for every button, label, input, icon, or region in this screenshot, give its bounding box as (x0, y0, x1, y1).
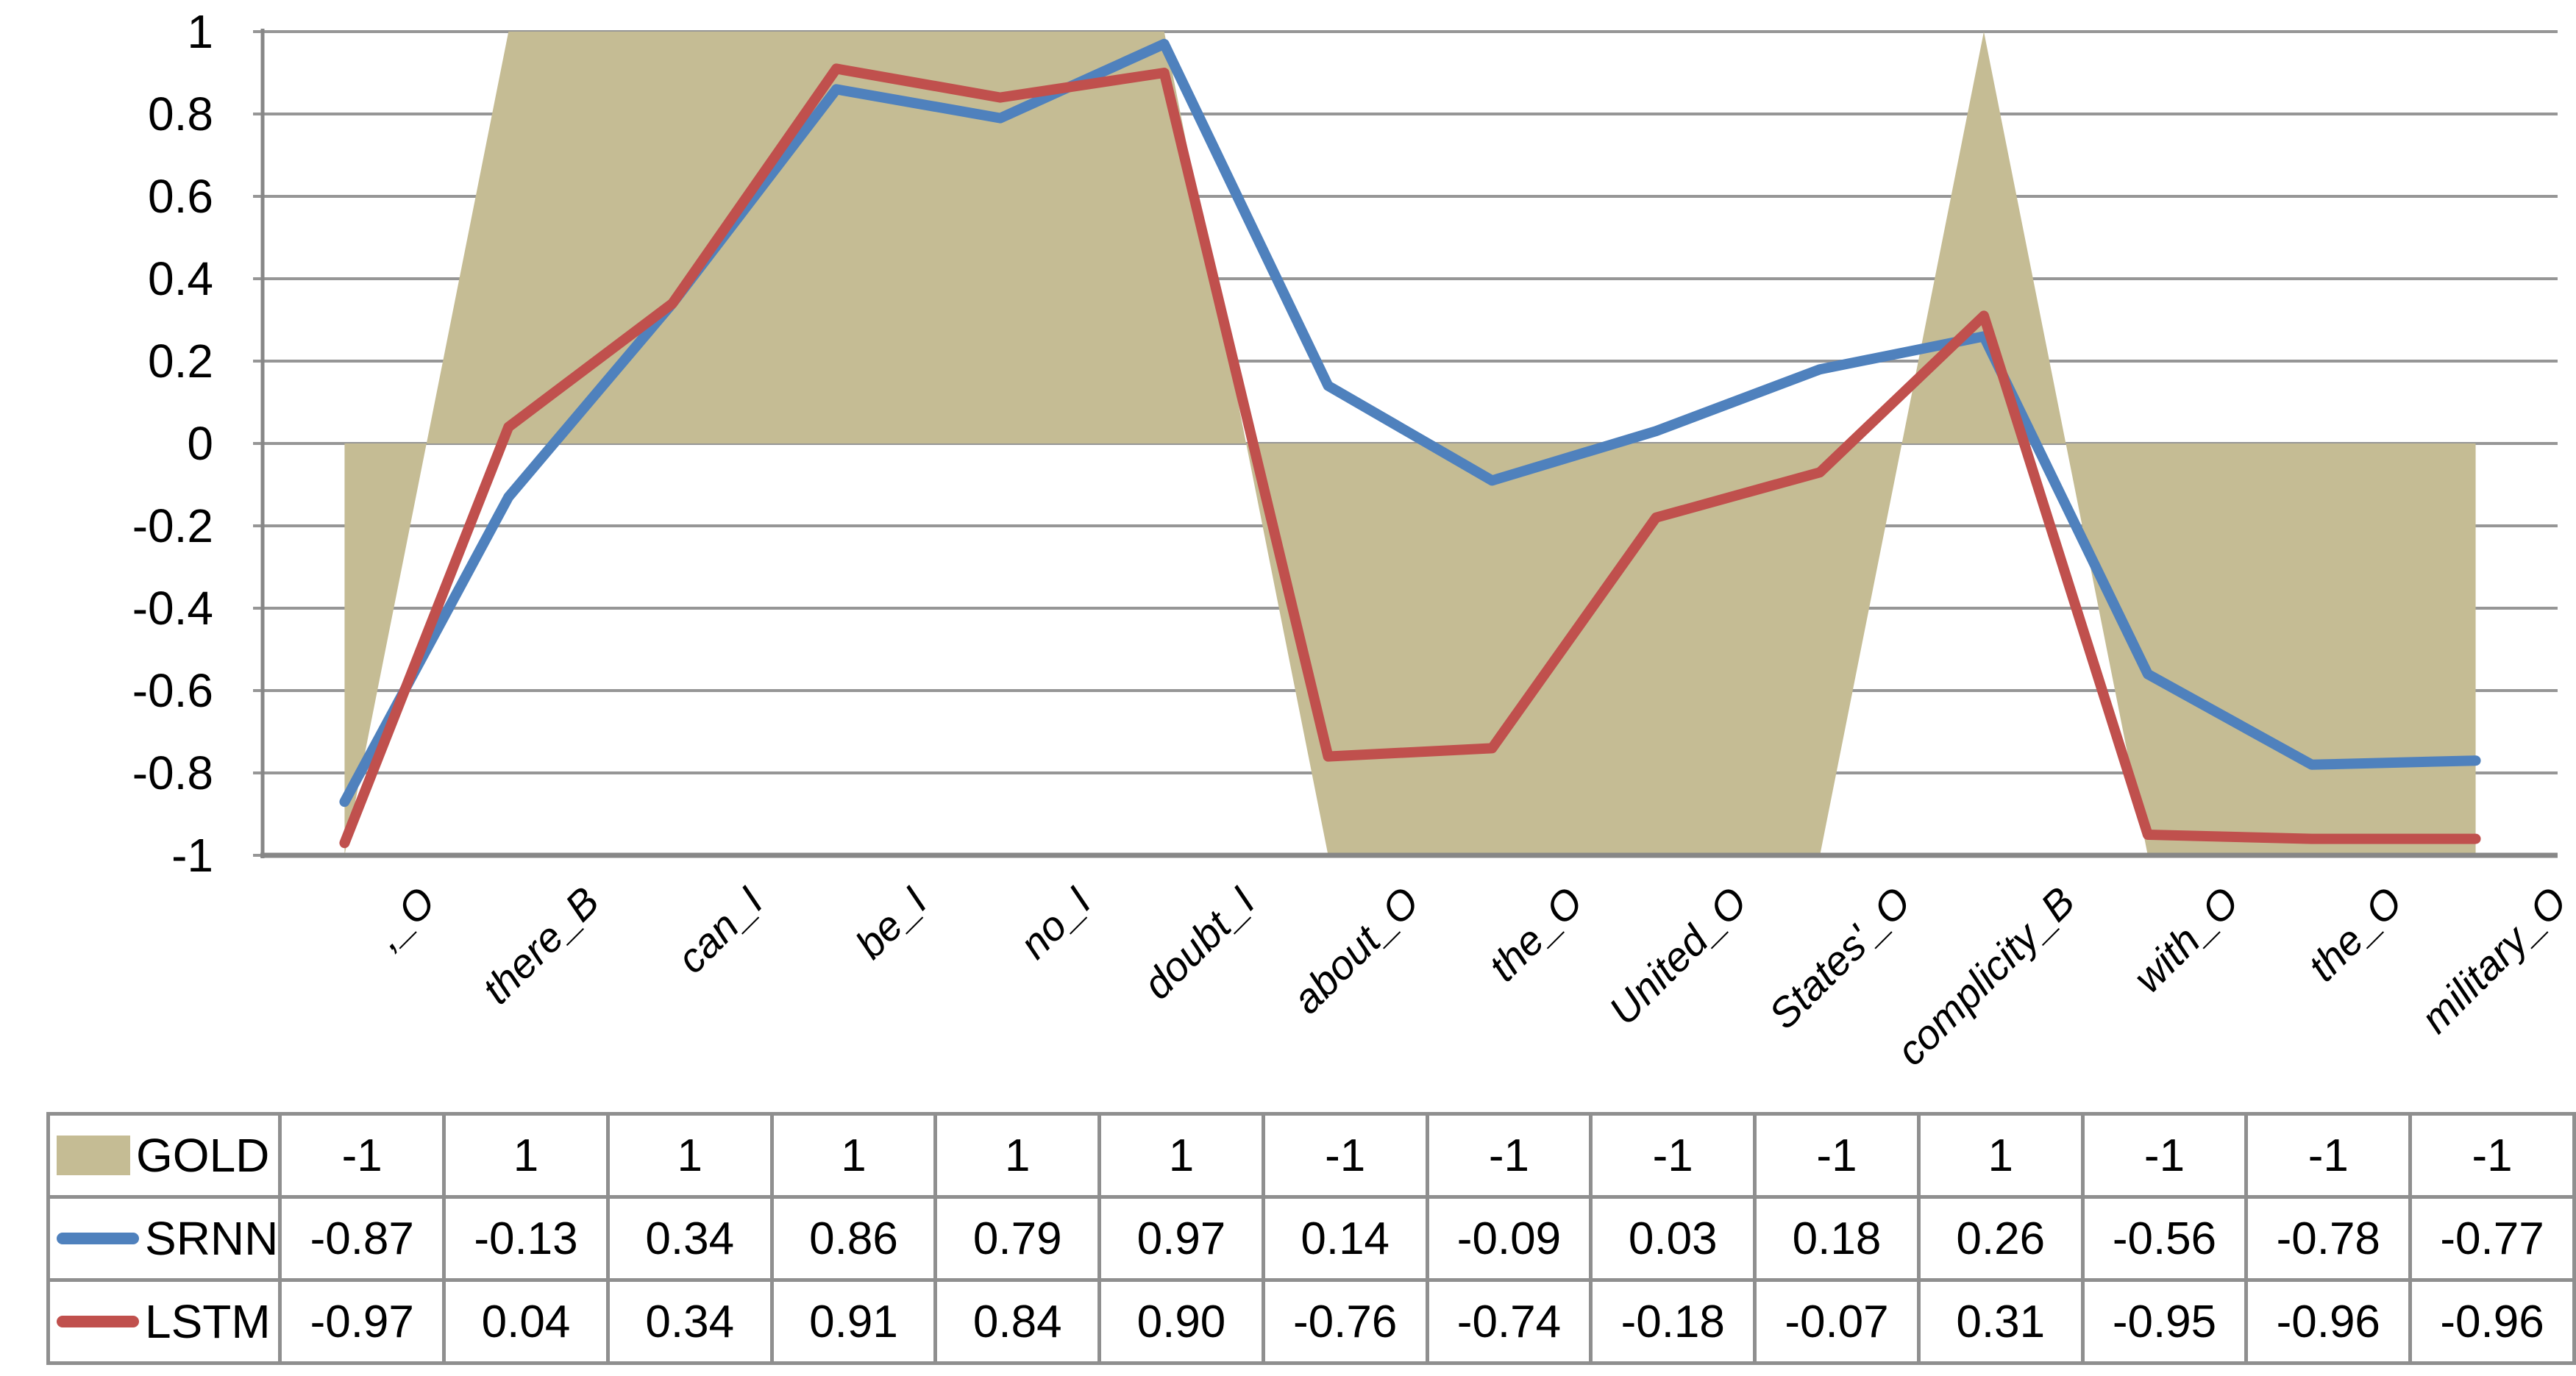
legend-entry: SRNN (52, 1211, 279, 1266)
table-value-cell: 0.97 (1097, 1195, 1265, 1282)
y-tick-label: -0.6 (132, 664, 213, 717)
table-value-cell: 1 (605, 1112, 774, 1199)
table-value-cell: -0.96 (2244, 1278, 2413, 1365)
table-value-cell: 1 (1097, 1112, 1265, 1199)
series-name-label: GOLD (136, 1129, 270, 1182)
table-value-cell: 0.31 (1916, 1278, 2085, 1365)
table-value-cell: 0.79 (933, 1195, 1102, 1282)
table-value-cell: -0.09 (1425, 1195, 1593, 1282)
table-value-cell: 1 (442, 1112, 610, 1199)
table-value-cell: 1 (933, 1112, 1102, 1199)
legend-swatch-lstm (57, 1316, 139, 1327)
table-row-gold: GOLD -1 1 1 1 1 1 -1 -1 -1 -1 1 -1 -1 -1 (46, 1112, 2576, 1199)
table-value-cell: -1 (2080, 1112, 2249, 1199)
table-value-cell: -1 (1261, 1112, 1429, 1199)
y-tick-label: 0.2 (148, 335, 213, 388)
series-name-label: LSTM (145, 1295, 271, 1348)
table-row-srnn: SRNN -0.87 -0.13 0.34 0.86 0.79 0.97 0.14 -0.09 0… (46, 1195, 2576, 1282)
table-value-cell: 0.18 (1753, 1195, 1921, 1282)
legend-cell-srnn: SRNN (46, 1195, 282, 1282)
legend-cell-gold: GOLD (46, 1112, 282, 1199)
y-tick-label: -0.4 (132, 582, 213, 635)
table-value-cell: -1 (278, 1112, 446, 1199)
table-value-cell: 0.34 (605, 1195, 774, 1282)
table-value-cell: -0.87 (278, 1195, 446, 1282)
data-table: GOLD -1 1 1 1 1 1 -1 -1 -1 -1 1 -1 -1 -1 SRNN -0.87 -0.13… (46, 1112, 2576, 1365)
y-tick-label: 0.8 (148, 88, 213, 140)
table-value-cell: 0.04 (442, 1278, 610, 1365)
table-value-cell: 0.90 (1097, 1278, 1265, 1365)
table-value-cell: -0.18 (1589, 1278, 1757, 1365)
y-tick-label: -0.8 (132, 746, 213, 799)
table-value-cell: 1 (769, 1112, 938, 1199)
table-value-cell: -1 (2408, 1112, 2576, 1199)
table-value-cell: -0.78 (2244, 1195, 2413, 1282)
table-value-cell: 0.91 (769, 1278, 938, 1365)
legend-swatch-gold (57, 1136, 130, 1175)
table-value-cell: 1 (1916, 1112, 2085, 1199)
table-value-cell: -1 (1753, 1112, 1921, 1199)
table-value-cell: -0.76 (1261, 1278, 1429, 1365)
table-value-cell: -1 (2244, 1112, 2413, 1199)
table-value-cell: -0.97 (278, 1278, 446, 1365)
legend-entry: GOLD (52, 1128, 277, 1183)
y-tick-label: -1 (171, 829, 213, 882)
y-tick-label: 0 (187, 417, 213, 470)
table-value-cell: -0.77 (2408, 1195, 2576, 1282)
table-value-cell: 0.14 (1261, 1195, 1429, 1282)
table-value-cell: -1 (1425, 1112, 1593, 1199)
table-value-cell: -0.56 (2080, 1195, 2249, 1282)
legend-cell-lstm: LSTM (46, 1278, 282, 1365)
table-value-cell: -0.74 (1425, 1278, 1593, 1365)
table-value-cell: 0.03 (1589, 1195, 1757, 1282)
table-value-cell: 0.34 (605, 1278, 774, 1365)
y-tick-label: 0.4 (148, 252, 213, 305)
table-value-cell: 0.86 (769, 1195, 938, 1282)
table-value-cell: -0.13 (442, 1195, 610, 1282)
table-value-cell: -0.96 (2408, 1278, 2576, 1365)
area-series-gold (344, 32, 2476, 855)
y-tick-label: -0.2 (132, 499, 213, 552)
table-value-cell: -0.95 (2080, 1278, 2249, 1365)
table-value-cell: -1 (1589, 1112, 1757, 1199)
legend-swatch-srnn (57, 1233, 139, 1244)
series-name-label: SRNN (145, 1212, 279, 1265)
y-tick-label: 0.6 (148, 170, 213, 223)
table-value-cell: 0.84 (933, 1278, 1102, 1365)
table-value-cell: 0.26 (1916, 1195, 2085, 1282)
line-series-lstm (339, 63, 2481, 849)
y-tick-label: 1 (187, 5, 213, 58)
table-value-cell: -0.07 (1753, 1278, 1921, 1365)
legend-entry: LSTM (52, 1294, 277, 1349)
table-row-lstm: LSTM -0.97 0.04 0.34 0.91 0.84 0.90 -0.76 -0.74-… (46, 1278, 2576, 1365)
